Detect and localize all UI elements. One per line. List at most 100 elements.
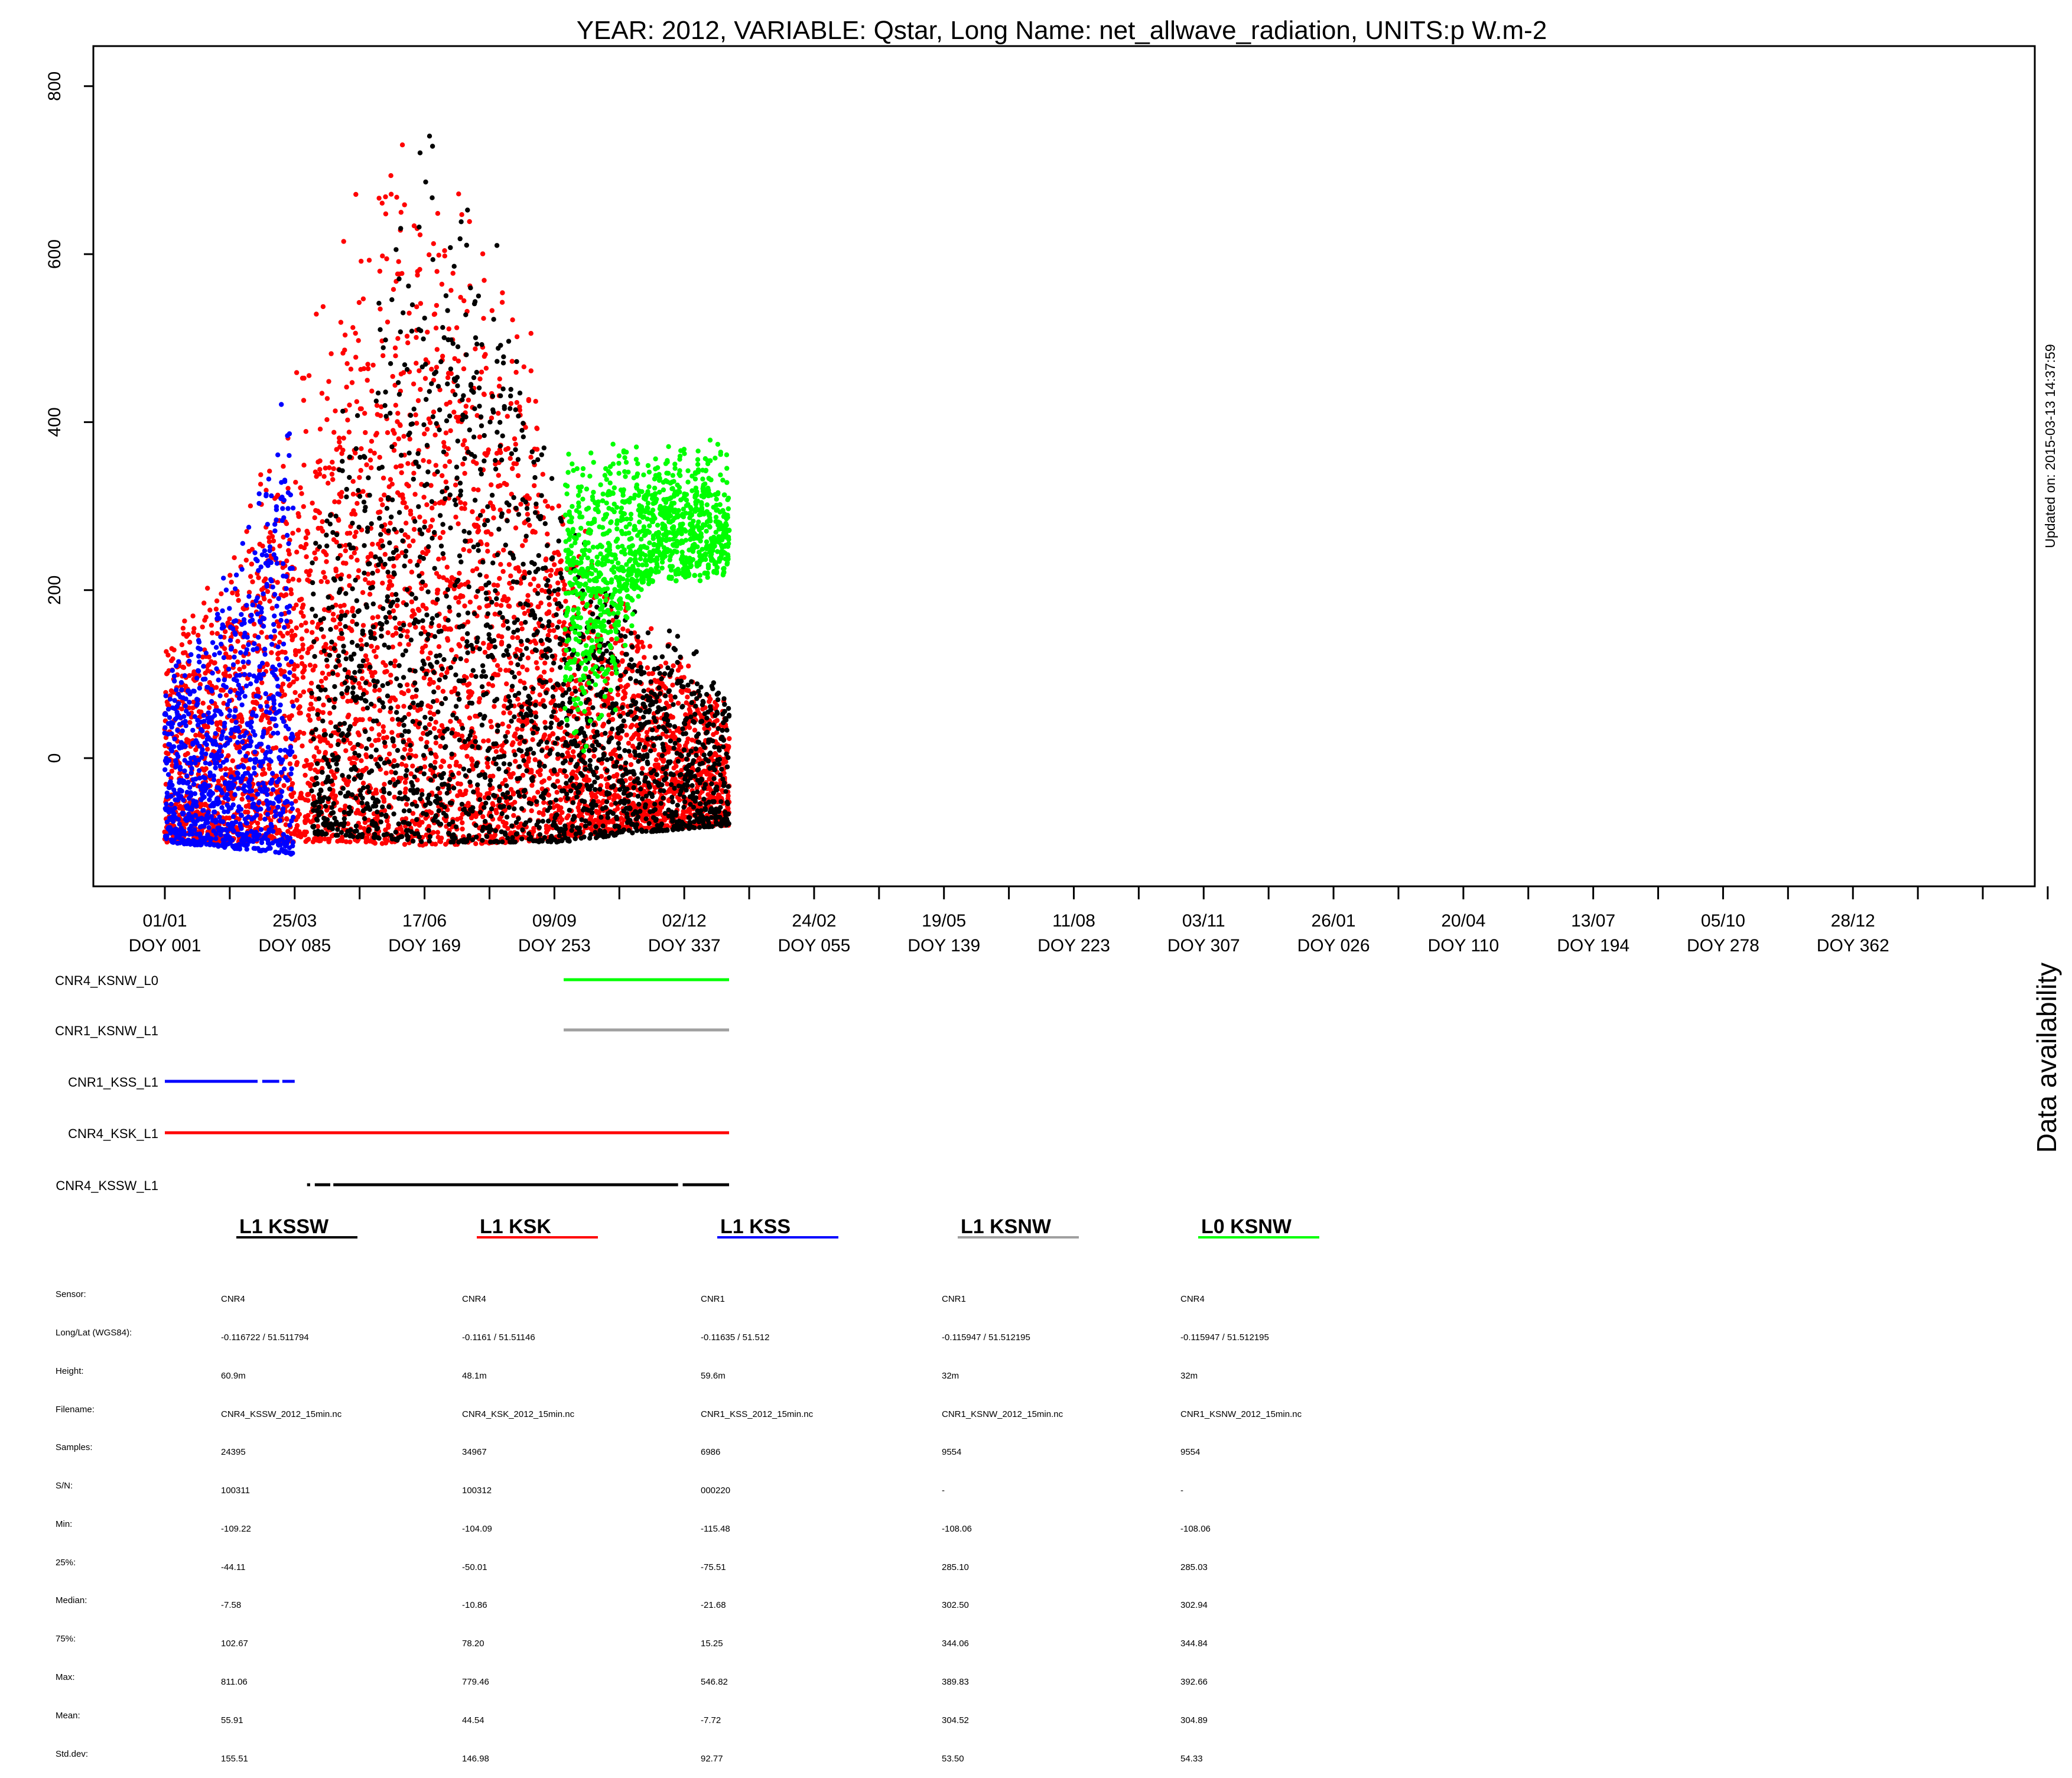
data-point [325, 579, 330, 584]
data-point [341, 737, 346, 743]
data-point [541, 812, 546, 817]
data-point [240, 644, 246, 649]
data-point [171, 647, 177, 653]
data-point [280, 633, 285, 639]
data-point [406, 711, 412, 717]
data-point [373, 791, 379, 796]
data-point [436, 644, 442, 649]
data-point [294, 625, 299, 630]
data-point [535, 665, 540, 671]
data-point [410, 763, 415, 769]
data-point [404, 587, 410, 592]
data-point [298, 485, 303, 490]
data-point [441, 555, 446, 561]
data-point [317, 544, 322, 550]
data-point [433, 740, 439, 746]
data-point [422, 519, 428, 525]
data-point [323, 750, 328, 755]
data-point [495, 672, 501, 678]
data-point [212, 660, 217, 665]
data-point [462, 506, 467, 511]
data-point [422, 583, 428, 588]
data-point [415, 787, 420, 792]
data-point [360, 296, 366, 301]
data-point [386, 528, 391, 534]
data-point [565, 813, 571, 818]
data-point [379, 622, 385, 628]
data-point [350, 834, 356, 840]
data-point [396, 392, 402, 397]
data-point [542, 732, 548, 737]
data-point [513, 525, 519, 531]
data-point [330, 671, 336, 676]
data-point [480, 814, 486, 820]
data-point [431, 241, 436, 246]
data-point [327, 521, 333, 526]
data-point [237, 667, 242, 672]
data-point [421, 555, 426, 561]
data-point [489, 531, 494, 537]
data-point [356, 338, 361, 343]
data-point [464, 658, 469, 664]
data-point [356, 487, 361, 493]
data-point [405, 534, 411, 540]
data-point [374, 403, 380, 408]
data-point [235, 592, 240, 597]
data-point [301, 667, 307, 673]
data-point [497, 483, 503, 488]
data-point [389, 497, 395, 503]
data-point [534, 660, 539, 665]
data-point [501, 710, 506, 716]
data-point [291, 606, 297, 612]
data-point [399, 733, 405, 738]
data-point [319, 391, 325, 396]
data-point [453, 482, 458, 487]
data-point [377, 515, 382, 521]
data-point [554, 789, 560, 795]
data-point [505, 446, 511, 451]
data-point [260, 543, 265, 549]
data-point [289, 713, 294, 719]
data-point [523, 538, 528, 543]
data-point [274, 745, 279, 750]
data-point [203, 766, 209, 771]
data-point [727, 736, 732, 742]
data-point [300, 642, 305, 648]
data-point [389, 444, 395, 450]
data-point [335, 827, 340, 833]
data-point [341, 603, 347, 608]
data-point [424, 427, 430, 432]
data-point [427, 677, 433, 682]
data-point [388, 706, 393, 711]
data-point [427, 681, 432, 687]
data-point [437, 535, 443, 541]
data-point [363, 698, 369, 704]
data-point [369, 726, 375, 732]
data-point [403, 773, 409, 778]
data-point [393, 770, 398, 776]
data-point [470, 766, 476, 772]
data-point [359, 406, 364, 411]
data-point [308, 568, 313, 574]
data-point [426, 824, 432, 829]
data-point [542, 720, 548, 725]
data-point [542, 499, 548, 504]
data-point [214, 685, 219, 690]
data-point [301, 504, 306, 509]
data-point [379, 524, 385, 529]
data-point [467, 548, 472, 554]
data-point [341, 239, 346, 244]
data-point [359, 744, 365, 749]
data-point [409, 329, 415, 334]
data-point [555, 778, 560, 784]
data-point [474, 566, 480, 571]
data-point [431, 726, 437, 732]
data-point [497, 507, 503, 513]
data-point [337, 721, 343, 727]
data-point [347, 756, 353, 762]
data-point [486, 447, 491, 453]
data-point [498, 450, 503, 456]
data-point [639, 639, 645, 645]
data-point [214, 598, 220, 604]
data-point [421, 753, 427, 758]
